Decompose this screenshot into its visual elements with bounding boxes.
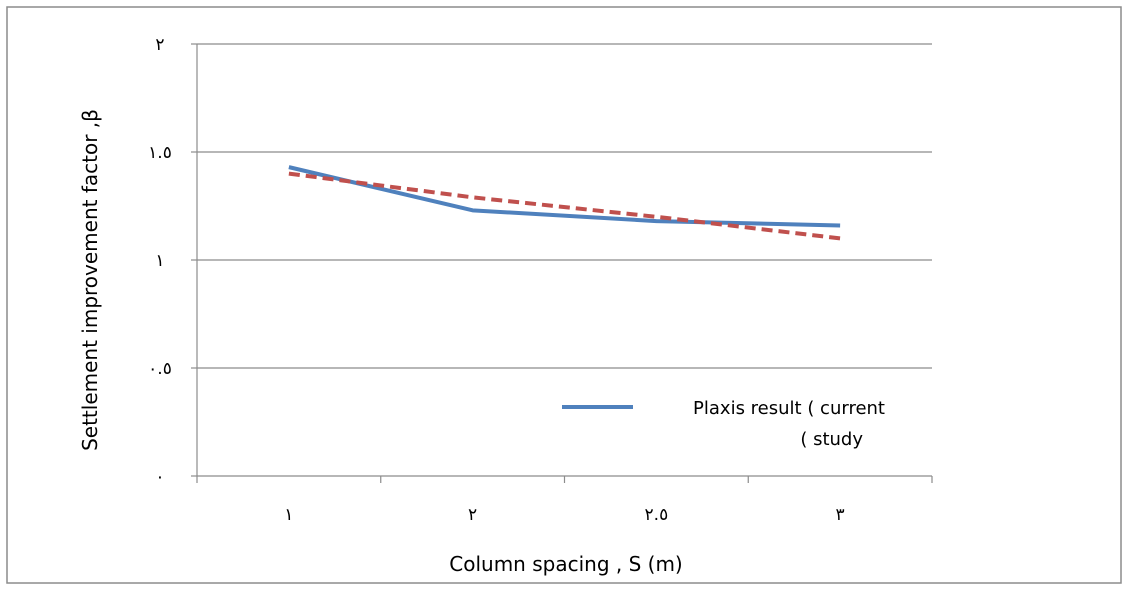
legend: Plaxis result ( current ( study xyxy=(562,398,885,450)
series-line-2 xyxy=(288,171,841,241)
chart-border xyxy=(6,6,1122,584)
series-line-1 xyxy=(288,165,841,228)
y-tick-label: ٢ xyxy=(155,35,164,55)
series-lines xyxy=(288,165,841,241)
y-tick-label: ١.٥ xyxy=(148,143,172,163)
y-axis-title: Settlement improvement factor ,β xyxy=(78,109,102,451)
y-tick-label: ٠.٥ xyxy=(148,359,172,379)
x-tick-label: ٢ xyxy=(468,505,477,525)
x-tick-label: ١ xyxy=(284,505,293,525)
gridlines xyxy=(197,43,932,369)
y-tick-label: ٠ xyxy=(155,467,164,487)
legend-label-line-1: Plaxis result ( current xyxy=(693,398,885,419)
x-tick-label: ٣ xyxy=(836,505,845,525)
x-tick-label: ٢.٥ xyxy=(645,505,669,525)
y-tick-label: ١ xyxy=(155,251,164,271)
axes xyxy=(191,43,933,483)
legend-label-line-2: ( study xyxy=(800,429,863,450)
tick-labels: ٠ ٠.٥ ١ ١.٥ ٢ ١ ٢ ٢.٥ ٣ xyxy=(148,35,845,525)
x-axis-title: Column spacing , S (m) xyxy=(449,552,682,576)
